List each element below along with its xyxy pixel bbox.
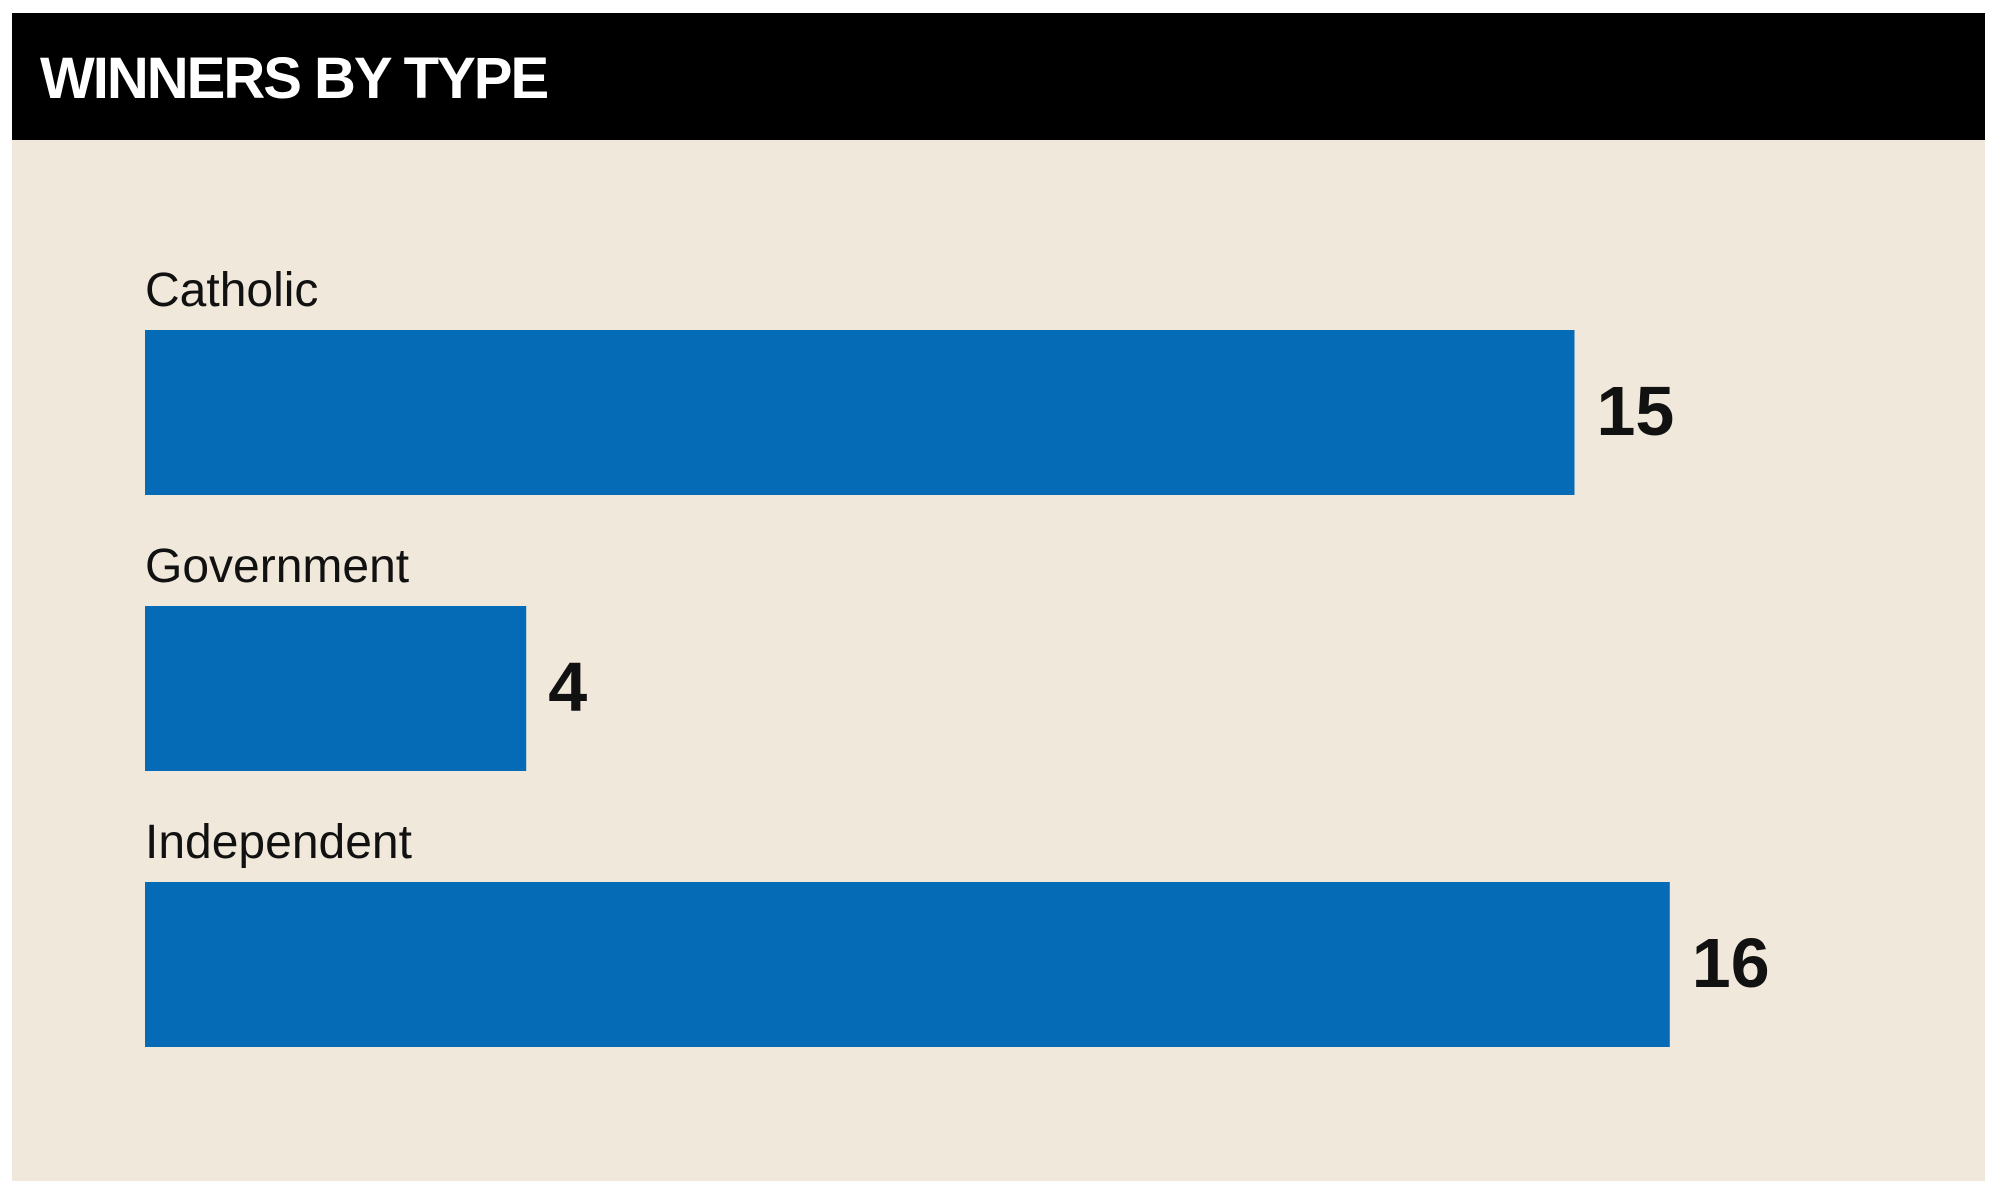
bar [145,882,1670,1047]
value-label: 4 [548,648,587,726]
category-label: Government [145,540,409,593]
chart-title: WINNERS BY TYPE [40,46,547,111]
value-label: 15 [1597,372,1675,450]
bar [145,606,527,771]
category-label: Catholic [145,264,318,317]
bar [145,330,1575,495]
category-label: Independent [145,816,412,869]
title-bar [12,13,1985,140]
value-label: 16 [1692,924,1770,1002]
